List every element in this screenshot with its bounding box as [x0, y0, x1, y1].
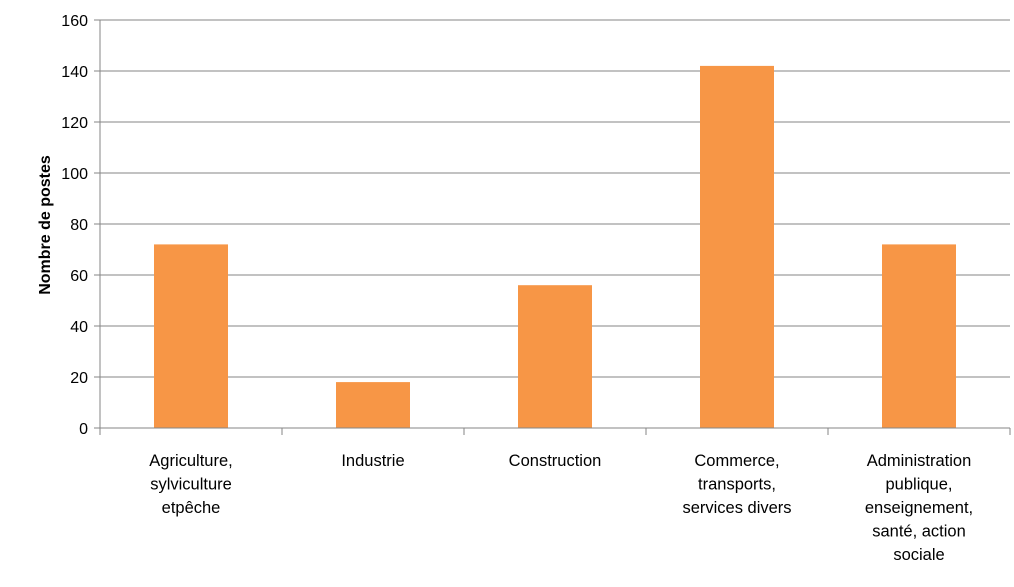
bar: [518, 285, 592, 428]
x-category-label-line: Construction: [509, 452, 602, 470]
x-category-label-line: transports,: [698, 476, 776, 494]
y-tick-label: 100: [61, 166, 88, 183]
x-category-label-line: publique,: [886, 476, 953, 494]
x-category-label-line: Agriculture,: [149, 452, 232, 470]
x-category-label: Industrie: [341, 452, 404, 470]
y-tick-label: 140: [61, 64, 88, 81]
axes: [94, 19, 1011, 435]
x-category-label-line: sylviculture: [150, 476, 232, 494]
y-tick-label: 40: [70, 319, 88, 336]
bar: [154, 244, 228, 428]
x-category-label: Administration publique, enseignement, sant…: [865, 452, 973, 564]
x-category-label-line: Administration: [867, 452, 972, 470]
x-category-label-line: enseignement,: [865, 499, 973, 517]
x-category-label-line: etpêche: [162, 499, 221, 517]
x-category-label-line: Commerce,: [694, 452, 779, 470]
gridlines: [100, 19, 1010, 378]
y-tick-label: 160: [61, 13, 88, 30]
x-category-label-line: santé, action: [872, 523, 966, 541]
bars: [154, 65, 956, 429]
y-axis-title: Nombre de postes: [37, 155, 54, 295]
y-tick-label: 80: [70, 217, 88, 234]
y-tick-label: 120: [61, 115, 88, 132]
x-category-label: Construction: [509, 452, 602, 470]
bar: [336, 382, 410, 428]
x-category-label-line: Industrie: [341, 452, 404, 470]
y-tick-label: 60: [70, 268, 88, 285]
x-category-label: Commerce, transports, services divers: [682, 452, 791, 517]
x-category-label-line: sociale: [893, 546, 944, 564]
y-tick-label: 20: [70, 370, 88, 387]
bar: [700, 65, 774, 429]
labels: 0 20 40 60 80 100 120 140 160 Agriculture, sylvicu…: [61, 13, 973, 564]
y-tick-label: 0: [79, 421, 88, 438]
x-category-label-line: services divers: [682, 499, 791, 517]
bar: [882, 244, 956, 428]
x-category-label: Agriculture, sylviculture etpêche: [149, 452, 232, 517]
